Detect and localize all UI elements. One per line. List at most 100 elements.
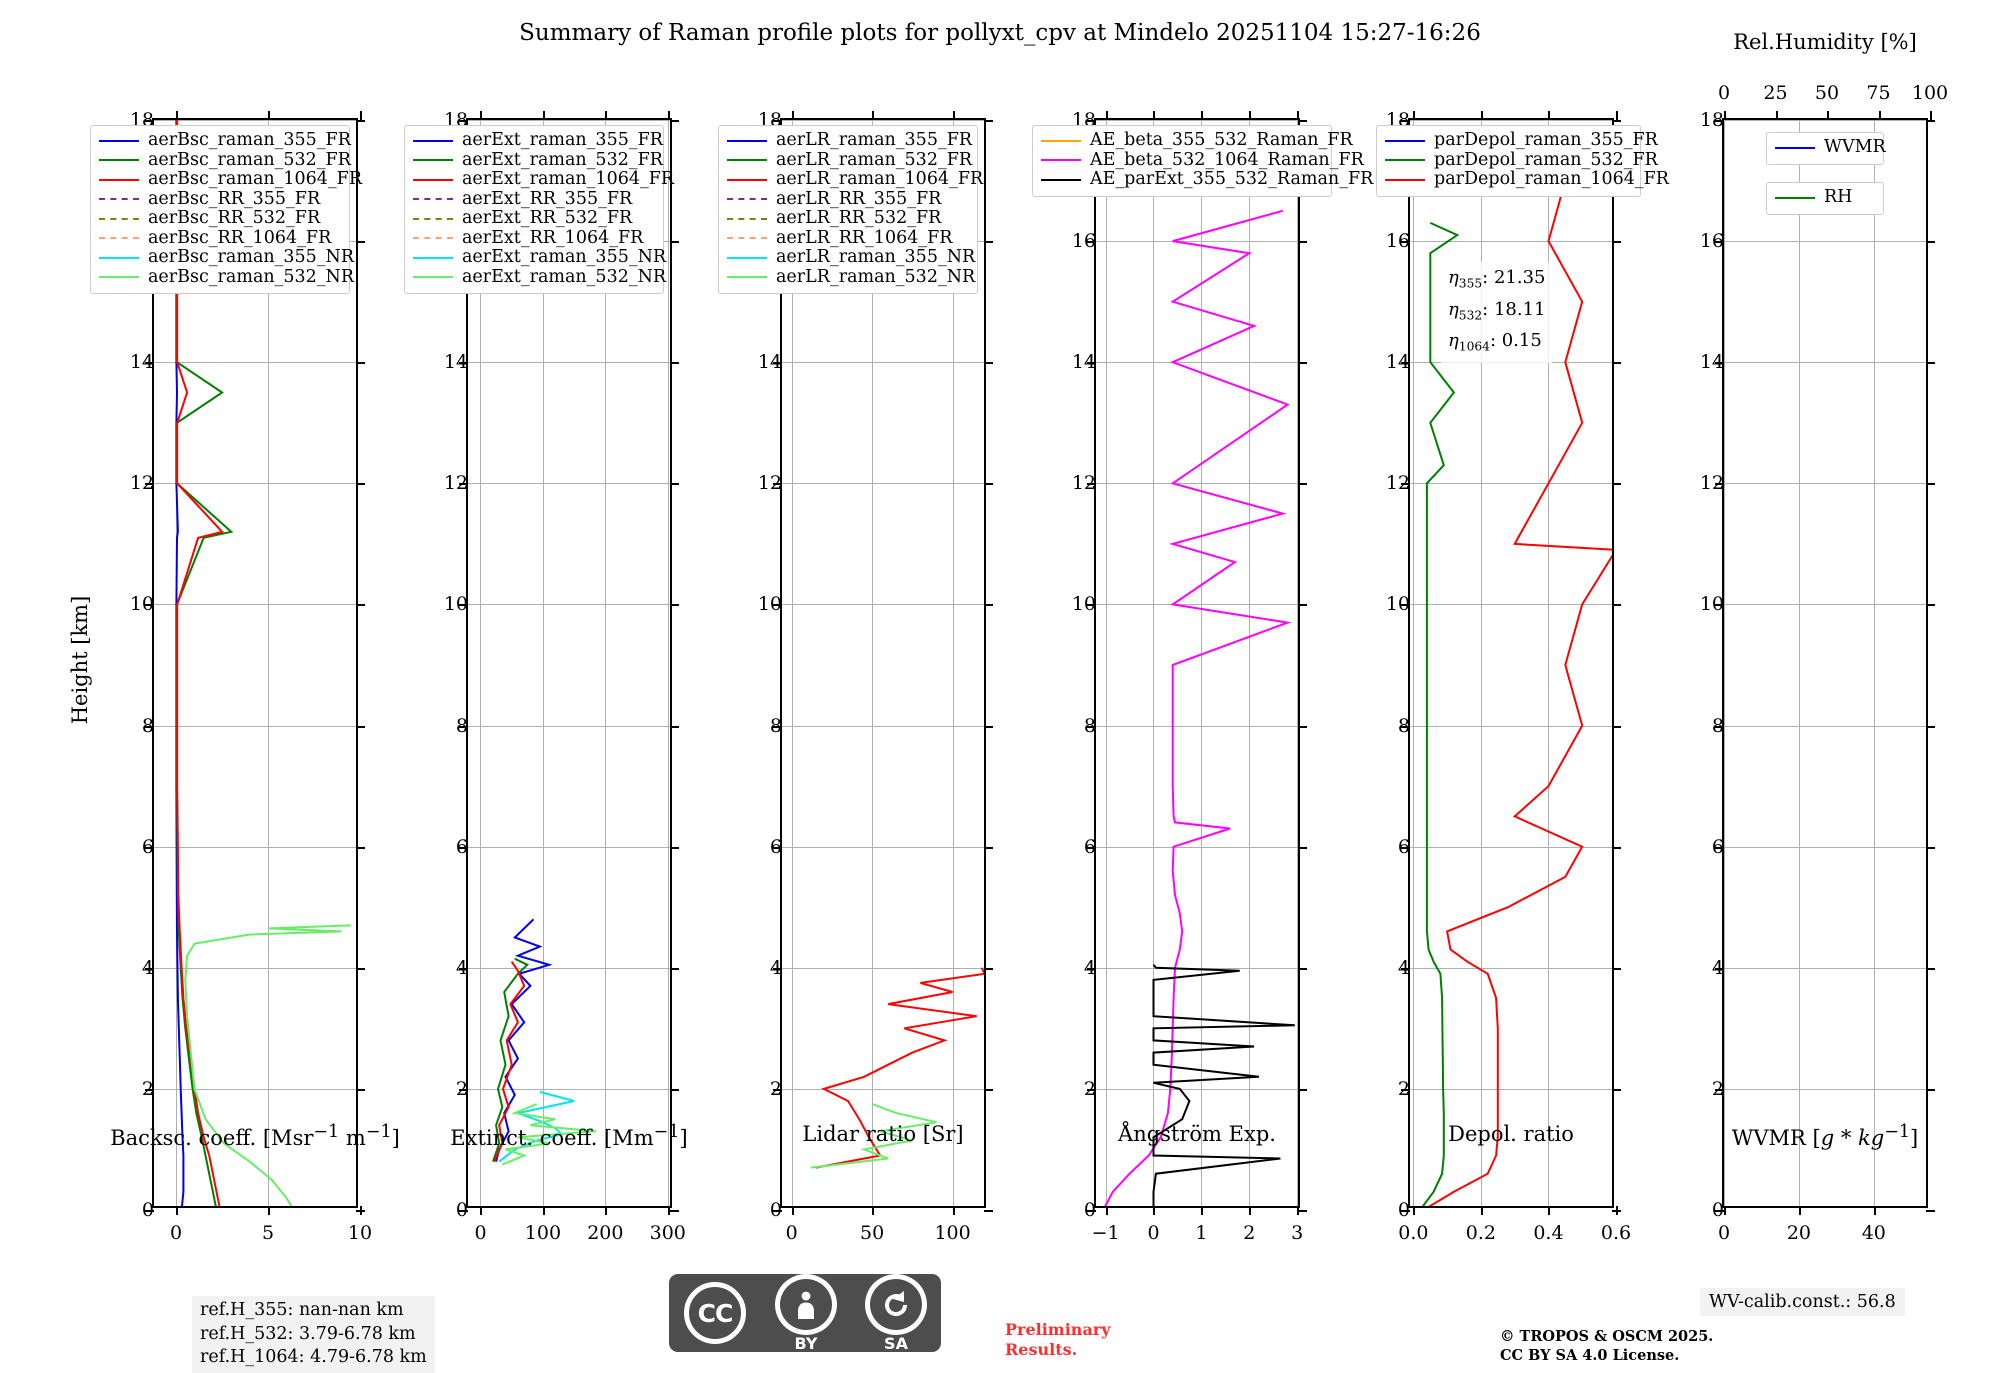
legend-line-swatch	[727, 178, 767, 181]
gridline-horizontal	[782, 604, 984, 606]
legend-item[interactable]: RH	[1775, 188, 1875, 208]
legend-item[interactable]: aerExt_RR_1064_FR	[413, 228, 655, 249]
legend-item[interactable]: aerLR_raman_1064_FR	[727, 170, 983, 190]
gridline-vertical	[872, 120, 874, 1206]
legend-backscatter[interactable]: aerBsc_raman_355_FR aerBsc_raman_532_FR ae…	[90, 125, 362, 294]
legend-item[interactable]: aerLR_raman_355_FR	[727, 131, 972, 151]
legend-item[interactable]: parDepol_raman_1064_FR	[1385, 170, 1669, 190]
legend-item[interactable]: aerBsc_RR_355_FR	[99, 188, 341, 210]
gridline-horizontal	[1724, 362, 1926, 364]
gridline-vertical	[1724, 120, 1725, 1206]
legend-item[interactable]: aerExt_raman_532_FR	[413, 150, 663, 171]
legend-item[interactable]: aerBsc_RR_532_FR	[99, 209, 341, 229]
y-tick-label: 12	[1071, 472, 1096, 495]
x-tick	[1105, 1206, 1108, 1215]
legend-item[interactable]: aerLR_raman_355_NR	[727, 248, 975, 268]
y-tick-right	[1926, 483, 1935, 486]
x-tick-label: 3	[1291, 1222, 1304, 1244]
legend-item[interactable]: aerExt_raman_355_NR	[413, 248, 666, 268]
legend-item[interactable]: aerBsc_raman_355_FR	[99, 131, 351, 151]
y-tick-label: 4	[1711, 956, 1724, 979]
legend-line-swatch	[1041, 178, 1081, 181]
legend-lidar-ratio[interactable]: aerLR_raman_355_FR aerLR_raman_532_FR aerL…	[718, 125, 983, 294]
top-x-tick	[268, 111, 271, 120]
y-tick	[773, 1088, 782, 1091]
gridline-horizontal	[1724, 967, 1926, 969]
y-tick-right	[670, 1088, 679, 1091]
y-tick-right	[356, 725, 365, 728]
legend-item[interactable]: parDepol_raman_355_FR	[1385, 131, 1658, 151]
legend-depol-ratio[interactable]: parDepol_raman_355_FR parDepol_raman_532_…	[1376, 125, 1669, 197]
legend-line-swatch	[99, 237, 139, 240]
y-tick-label: 4	[455, 956, 468, 979]
legend-wvmr[interactable]: WVMR	[1766, 132, 1886, 165]
x-tick-label: 0.6	[1600, 1222, 1632, 1244]
legend-label: aerLR_raman_355_NR	[776, 247, 976, 268]
y-tick-label: 8	[455, 714, 468, 737]
top-x-tick	[952, 111, 955, 120]
legend-item[interactable]: aerBsc_raman_355_NR	[99, 248, 354, 268]
y-tick	[459, 967, 468, 970]
reference-height-box: ref.H_355: nan-nan km ref.H_532: 3.79-6.…	[192, 1296, 435, 1373]
legend-item[interactable]: aerLR_raman_532_NR	[727, 267, 975, 288]
legend-extinction[interactable]: aerExt_raman_355_FR aerExt_raman_532_FR ae…	[404, 125, 674, 294]
legend-line-swatch	[413, 256, 453, 259]
y-tick-right	[1926, 120, 1935, 122]
legend-item[interactable]: AE_parExt_355_532_Raman_FR	[1041, 170, 1373, 190]
y-tick-label: 6	[769, 835, 782, 858]
legend-item[interactable]: aerLR_RR_532_FR	[727, 209, 969, 229]
legend-item[interactable]: aerBsc_raman_1064_FR	[99, 170, 362, 190]
legend-item[interactable]: aerExt_RR_355_FR	[413, 189, 655, 210]
y-tick-label: 16	[1385, 230, 1410, 253]
y-tick	[1715, 604, 1724, 607]
legend-label: aerLR_RR_532_FR	[776, 208, 942, 229]
x-tick	[1873, 1206, 1876, 1215]
legend-line-swatch	[99, 139, 139, 142]
legend-item[interactable]: WVMR	[1775, 138, 1886, 158]
legend-item[interactable]: aerBsc_raman_532_NR	[99, 267, 354, 288]
legend-item[interactable]: aerExt_RR_532_FR	[413, 209, 655, 229]
legend-item[interactable]: aerLR_RR_1064_FR	[727, 228, 969, 249]
eta-annotation-box: η355: 21.35 η532: 18.11 η1064: 0.15	[1441, 262, 1553, 363]
legend-item[interactable]: aerExt_raman_1064_FR	[413, 170, 674, 190]
x-tick	[1201, 1206, 1204, 1215]
y-tick	[459, 483, 468, 486]
legend-item[interactable]: aerExt_raman_355_FR	[413, 131, 663, 151]
y-tick	[1087, 1088, 1096, 1091]
legend-item[interactable]: aerExt_raman_532_NR	[413, 267, 666, 288]
y-tick-label: 10	[1071, 593, 1096, 616]
x-tick	[872, 1206, 875, 1215]
gridline-vertical	[1249, 120, 1251, 1206]
gridline-horizontal	[154, 362, 356, 364]
legend-item[interactable]: aerLR_raman_532_FR	[727, 150, 972, 171]
legend-line-swatch	[413, 178, 453, 181]
y-tick-right	[1612, 1210, 1621, 1212]
y-tick-right	[356, 1088, 365, 1091]
gridline-horizontal	[1724, 1088, 1926, 1090]
x-tick-label: −1	[1091, 1222, 1120, 1244]
legend-item[interactable]: aerLR_RR_355_FR	[727, 189, 969, 210]
y-tick-label: 0	[769, 1199, 782, 1221]
gridline-horizontal	[1410, 1088, 1612, 1090]
gridline-horizontal	[1410, 604, 1612, 606]
gridline-vertical	[952, 120, 954, 1206]
legend-item[interactable]: AE_beta_355_532_Raman_FR	[1041, 131, 1353, 151]
legend-item[interactable]: parDepol_raman_532_FR	[1385, 150, 1658, 171]
plot-area-angstrom	[1096, 120, 1298, 1206]
y-tick-right	[1298, 725, 1307, 728]
y-tick-right	[356, 1210, 365, 1212]
legend-angstrom[interactable]: AE_beta_355_532_Raman_FR AE_beta_532_1064…	[1032, 125, 1373, 197]
legend-item[interactable]: aerBsc_RR_1064_FR	[99, 228, 341, 249]
top-x-tick	[360, 111, 362, 120]
y-tick	[459, 1088, 468, 1091]
legend-item[interactable]: AE_beta_532_1064_Raman_FR	[1041, 150, 1364, 171]
top-x-tick	[1616, 111, 1618, 120]
legend-label: aerBsc_RR_355_FR	[148, 188, 321, 209]
legend-line-swatch	[99, 159, 139, 162]
gridline-horizontal	[468, 604, 670, 606]
legend-label: aerBsc_raman_1064_FR	[148, 169, 362, 190]
legend-line-swatch	[413, 159, 453, 162]
y-tick	[459, 362, 468, 365]
legend-item[interactable]: aerBsc_raman_532_FR	[99, 150, 351, 171]
legend-wvmr-rh[interactable]: RH	[1766, 182, 1884, 215]
